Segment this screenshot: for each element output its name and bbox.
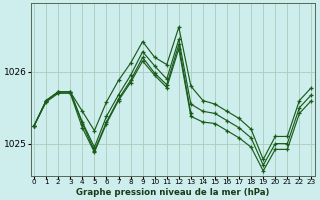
X-axis label: Graphe pression niveau de la mer (hPa): Graphe pression niveau de la mer (hPa) xyxy=(76,188,269,197)
